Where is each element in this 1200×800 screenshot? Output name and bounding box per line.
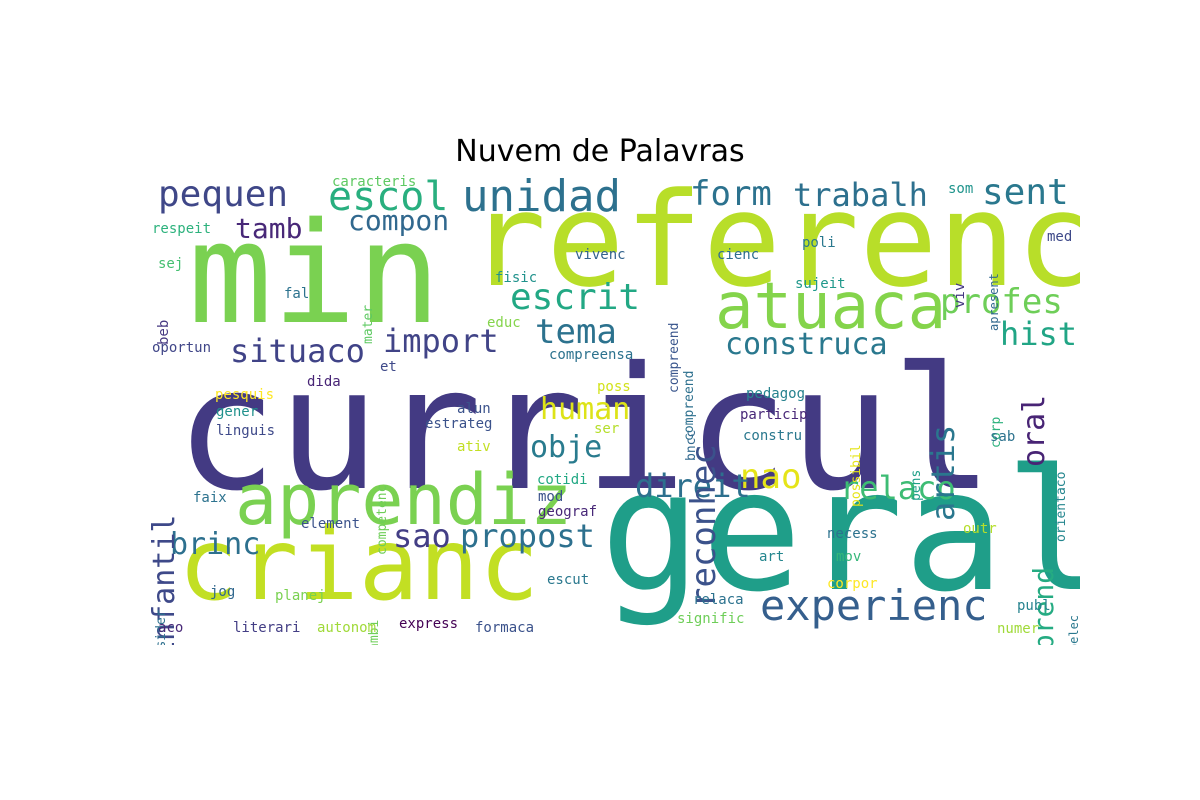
word-outr: outr [963,521,997,537]
word-profes: profes [940,282,1063,322]
word-express: express [399,616,459,632]
word-mater: mater [361,304,376,344]
word-pedagog: pedagog [746,386,806,402]
word-ser: ser [594,421,620,437]
word-mov: mov [836,549,862,565]
word-estabelec: estabelec [1067,615,1080,645]
word-atuaca: atuaca [715,270,947,344]
word-possibil: possibil [849,444,864,508]
word-competenc: competenc [375,484,390,556]
word-unidad: unidad [462,175,621,222]
word-formaca: formaca [475,620,535,636]
word-sab: sab [990,429,1016,445]
word-geral: geral [600,433,1080,629]
word-med: med [1047,229,1073,245]
word-trabalh: trabalh [793,176,928,214]
word-crianc: crianc [178,506,540,623]
word-cienc: cienc [717,247,760,263]
word-aco: aco [158,620,184,636]
chart-title: Nuvem de Palavras [455,134,745,169]
word-sent: sent [982,175,1069,213]
word-faix: faix [193,490,227,506]
word-estrateg: estrateg [425,416,493,432]
word-numer: numer [997,621,1040,637]
word-literari: literari [233,620,301,636]
word-nao: nao [740,457,802,497]
word-educ: educ [487,315,521,331]
word-caracteris: caracteris [332,175,417,190]
word-alun: alun [457,401,491,417]
word-escut: escut [547,572,590,588]
word-planej: planej [275,588,326,604]
word-bncc: bncc [684,429,699,462]
word-escrit: escrit [510,277,641,318]
word-construca: construca [725,327,888,362]
word-corpor: corpor [827,576,878,592]
word-element: element [301,516,361,532]
word-oral: oral [1017,394,1052,467]
word-pequen: pequen [158,175,289,215]
word-compreend: compreend [667,322,682,394]
word-brinc: brinc [170,527,261,562]
word-situaco: situaco [230,332,365,370]
word-human: human [540,392,631,427]
word-et: et [380,359,397,375]
word-viv: viv [952,282,968,309]
word-aprendiz: aprendiz [235,459,573,541]
word-mod: mod [538,489,564,505]
word-dida: dida [307,374,341,390]
word-apresent: apresent [987,272,1001,331]
word-cotidi: cotidi [537,472,588,488]
word-direit: direit [635,467,751,505]
word-sujeit: sujeit [795,276,846,292]
word-orientaco: orientaco [1054,471,1069,543]
word-compreensa: compreensa [549,347,634,363]
word-ativ: ativ [457,439,491,455]
word-signific: signific [677,611,745,627]
word-compon: compon [348,204,450,237]
word-sao: sao [393,517,451,555]
word-pens: pens [909,469,924,502]
word-pesquis: pesquis [215,387,275,403]
word-poli: poli [802,235,836,251]
word-sej: sej [158,256,184,272]
word-art: art [759,549,785,565]
word-curricul: curricul [175,331,994,529]
word-vivenc: vivenc [575,247,626,263]
word-respeit: respeit [152,221,212,237]
word-artis: artis [924,424,962,521]
word-autonom: autonom [317,620,377,636]
word-som: som [948,181,974,197]
word-fal: fal [284,286,310,302]
word-min: min [188,193,441,356]
word-necess: necess [827,526,878,542]
word-hist: hist [1000,315,1078,353]
word-relaco: relaco [840,469,956,507]
word-particip: particip [740,407,808,423]
word-experienc: experienc [760,581,988,630]
word-geograf: geograf [538,504,598,520]
word-oportun: oportun [152,340,212,356]
word-gener: gener [216,404,259,420]
word-form: form [690,175,772,214]
word-tamb: tamb [235,212,303,245]
word-obje: obje [530,430,603,465]
word-publ: publ [1017,598,1051,614]
word-poss: poss [597,379,631,395]
word-tema: tema [535,312,617,352]
word-linguis: linguis [216,423,276,439]
word-escol: escol [328,175,449,220]
word-fisic: fisic [495,270,538,286]
word-referenc: referenc [468,175,1080,316]
word-jog: jog [210,584,236,600]
word-cloud: curricul referenc geral min crianc aprendiz at… [150,175,1080,645]
word-import: import [383,322,499,360]
word-reconhec: reconhec [684,444,724,609]
word-relaca: relaca [693,592,744,608]
word-propost: propost [460,517,595,555]
word-constru: constru [743,428,803,444]
